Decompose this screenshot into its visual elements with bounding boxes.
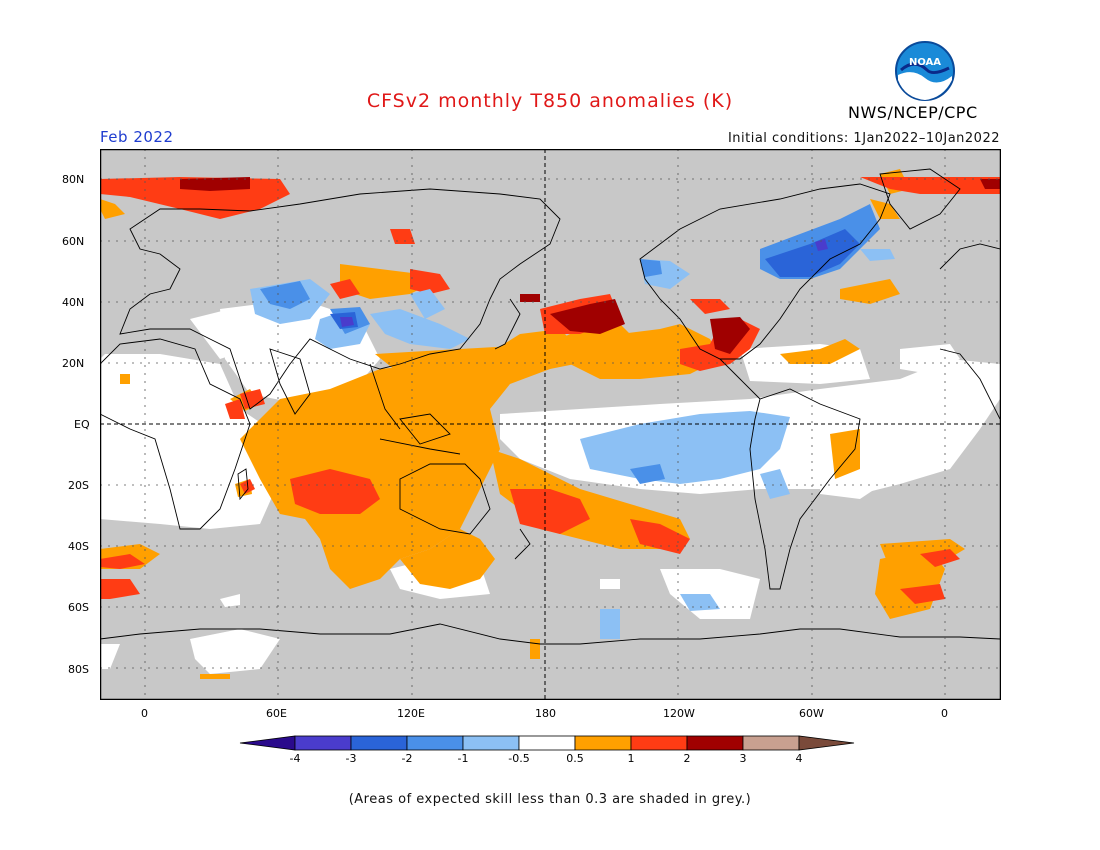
lat-label: 80N xyxy=(62,173,85,186)
colorbar-tick-label: -4 xyxy=(289,752,301,765)
lon-label: 60W xyxy=(799,707,824,720)
colorbar xyxy=(239,735,855,751)
lat-label: EQ xyxy=(74,418,90,431)
colorbar-arrow-low xyxy=(239,735,296,751)
lon-label: 0 xyxy=(941,707,948,720)
agency-label: NWS/NCEP/CPC xyxy=(848,103,978,122)
colorbar-tick-label: 3 xyxy=(739,752,747,765)
colorbar-segment xyxy=(518,735,576,751)
map-frame xyxy=(100,149,1001,700)
lon-label: 60E xyxy=(266,707,287,720)
coastlines xyxy=(100,168,1000,645)
colorbar-tick-label: -1 xyxy=(457,752,469,765)
colorbar-segment xyxy=(742,735,800,751)
footnote: (Areas of expected skill less than 0.3 a… xyxy=(348,792,752,807)
forecast-month: Feb 2022 xyxy=(100,128,174,146)
colorbar-arrow-high xyxy=(798,735,855,751)
lat-label: 20N xyxy=(62,357,85,370)
logo-text: NOAA xyxy=(909,57,941,68)
lat-label: 60S xyxy=(68,601,89,614)
colorbar-tick-label: 0.5 xyxy=(566,752,584,765)
lat-label: 80S xyxy=(68,663,89,676)
very-strong-warm-anomaly-regions xyxy=(180,177,1000,354)
anomaly-map xyxy=(100,149,1001,700)
lat-label: 60N xyxy=(62,235,85,248)
very-strong-cool-anomaly-regions xyxy=(340,239,828,327)
colorbar-segment xyxy=(574,735,632,751)
colorbar-tick-label: -0.5 xyxy=(508,752,530,765)
colorbar-tick-label: 4 xyxy=(795,752,803,765)
colorbar-segment xyxy=(630,735,688,751)
colorbar-tick-label: 2 xyxy=(683,752,691,765)
lat-label: 40N xyxy=(62,296,85,309)
colorbar-segment xyxy=(686,735,744,751)
colorbar-tick-label: 1 xyxy=(627,752,635,765)
lon-label: 0 xyxy=(141,707,148,720)
gridlines xyxy=(100,149,1000,699)
equator-dateline xyxy=(100,149,1000,699)
chart-title: CFSv2 monthly T850 anomalies (K) xyxy=(366,90,734,112)
lat-label: 40S xyxy=(68,540,89,553)
initial-conditions: Initial conditions: 1Jan2022–10Jan2022 xyxy=(727,131,1000,146)
lon-label: 120W xyxy=(663,707,695,720)
colorbar-segment xyxy=(294,735,352,751)
lon-label: 120E xyxy=(397,707,425,720)
colorbar-segment xyxy=(462,735,520,751)
colorbar-tick-label: -3 xyxy=(345,752,357,765)
noaa-logo: NOAA xyxy=(893,40,957,106)
colorbar-tick-label: -2 xyxy=(401,752,413,765)
lat-label: 20S xyxy=(68,479,89,492)
lon-label: 180 xyxy=(535,707,556,720)
colorbar-segment xyxy=(406,735,464,751)
colorbar-segment xyxy=(350,735,408,751)
